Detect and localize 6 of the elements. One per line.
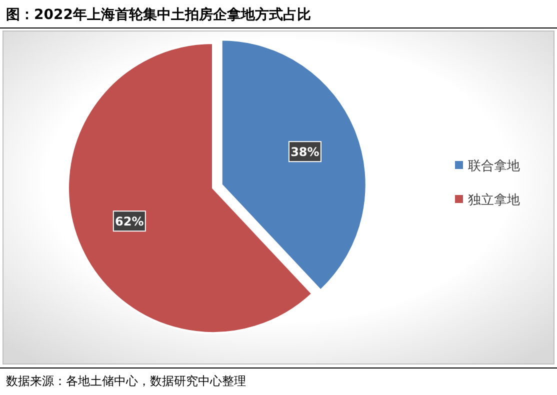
source-note: 数据来源：各地土储中心，数据研究中心整理: [6, 374, 246, 388]
legend-label: 独立拿地: [468, 192, 520, 208]
data-label: 38%: [290, 145, 320, 160]
legend-label: 联合拿地: [468, 159, 520, 174]
data-label: 62%: [115, 214, 144, 229]
chart-title: 图：2022年上海首轮集中土拍房企拿地方式占比: [6, 6, 311, 23]
